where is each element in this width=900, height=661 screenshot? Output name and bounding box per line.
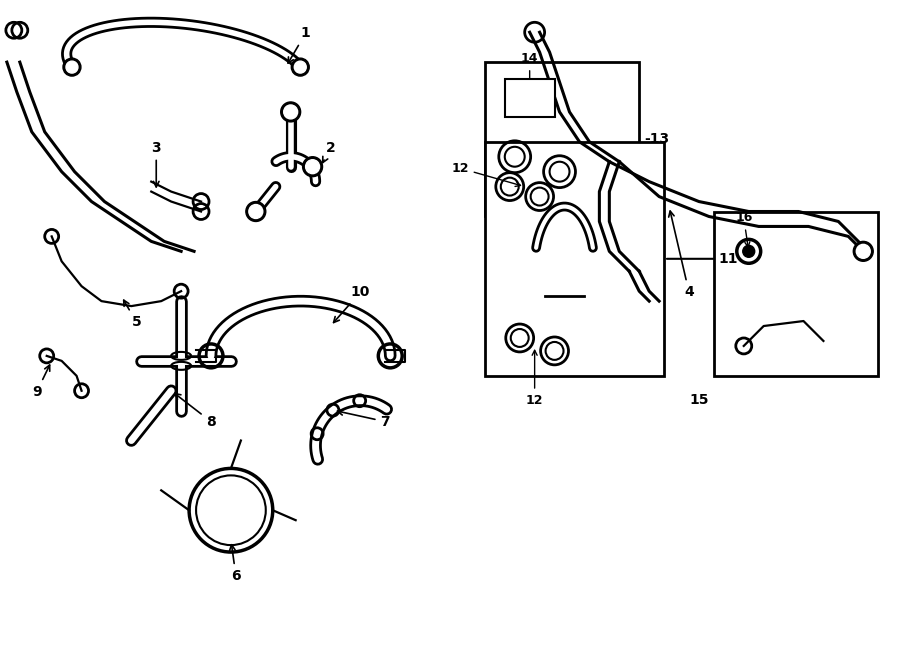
Text: 12: 12 xyxy=(451,162,520,186)
Text: 3: 3 xyxy=(151,141,161,187)
Text: 1: 1 xyxy=(288,26,310,63)
FancyBboxPatch shape xyxy=(714,212,878,376)
Circle shape xyxy=(853,241,873,261)
Circle shape xyxy=(742,245,755,257)
Text: 5: 5 xyxy=(123,300,141,329)
Circle shape xyxy=(306,160,319,174)
FancyBboxPatch shape xyxy=(485,62,639,217)
Text: 10: 10 xyxy=(334,285,370,323)
Text: 4: 4 xyxy=(669,211,694,299)
Text: 12: 12 xyxy=(526,350,544,407)
Text: 6: 6 xyxy=(230,545,240,583)
Circle shape xyxy=(292,58,310,76)
Circle shape xyxy=(302,157,322,176)
FancyBboxPatch shape xyxy=(505,79,554,117)
FancyBboxPatch shape xyxy=(485,142,664,376)
Text: -13: -13 xyxy=(644,132,670,146)
Circle shape xyxy=(246,202,266,221)
Text: 8: 8 xyxy=(175,393,216,428)
Text: 11: 11 xyxy=(667,252,738,266)
Circle shape xyxy=(248,204,263,219)
Circle shape xyxy=(66,61,78,73)
Circle shape xyxy=(281,102,301,122)
Text: 15: 15 xyxy=(689,393,708,407)
Circle shape xyxy=(284,105,298,119)
Text: 2: 2 xyxy=(323,141,336,163)
Circle shape xyxy=(294,61,306,73)
Text: 9: 9 xyxy=(32,365,50,399)
Text: 16: 16 xyxy=(735,212,752,247)
Circle shape xyxy=(856,245,870,258)
Text: 7: 7 xyxy=(338,410,390,428)
Circle shape xyxy=(63,58,81,76)
Text: 14: 14 xyxy=(521,52,538,93)
